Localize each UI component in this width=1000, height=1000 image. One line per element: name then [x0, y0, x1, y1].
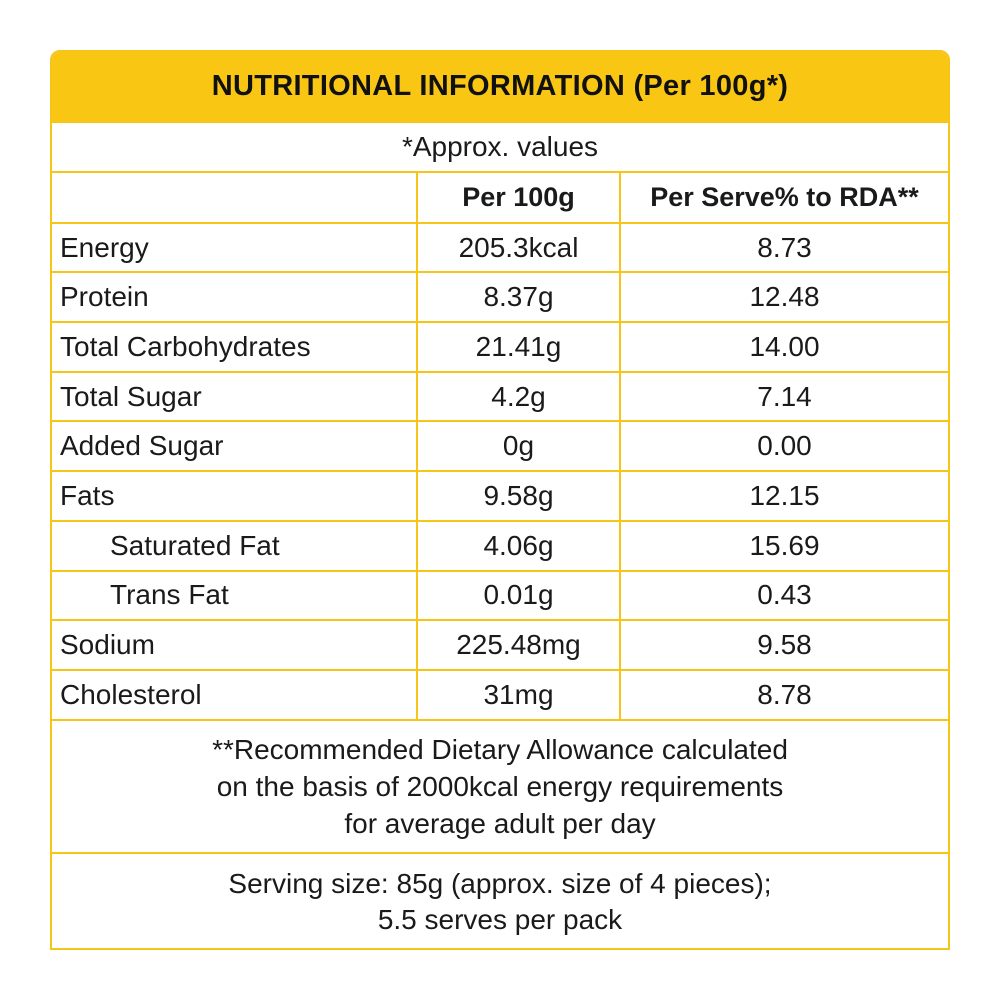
nutrient-name: Protein: [52, 272, 417, 324]
table-row: Protein 8.37g 12.48: [52, 272, 948, 324]
serving-size-line: Serving size: 85g (approx. size of 4 pie…: [228, 867, 772, 899]
rda-value: 12.48: [619, 272, 948, 324]
per-100g-value: 225.48mg: [416, 620, 620, 671]
per-100g-value: 0g: [416, 421, 620, 473]
footnote-line: on the basis of 2000kcal energy requirem…: [216, 770, 784, 802]
nutrient-name: Trans Fat: [52, 570, 417, 622]
rda-value: 8.78: [619, 669, 948, 721]
rda-value: 7.14: [619, 371, 948, 423]
nutrient-name: Saturated Fat: [52, 520, 417, 572]
table-row: Trans Fat 0.01g 0.43: [52, 570, 948, 622]
per-100g-value: 4.2g: [416, 371, 620, 423]
rda-value: 0.43: [619, 570, 948, 622]
table-row: Fats 9.58g 12.15: [52, 471, 948, 522]
per-100g-value: 0.01g: [416, 570, 620, 622]
nutrient-name: Total Carbohydrates: [52, 322, 417, 373]
panel-title: NUTRITIONAL INFORMATION (Per 100g*): [52, 52, 948, 123]
footnote-line: for average adult per day: [344, 807, 656, 839]
table-row: Total Sugar 4.2g 7.14: [52, 371, 948, 423]
header-per-100g: Per 100g: [416, 173, 620, 224]
nutrient-name: Energy: [52, 222, 417, 274]
table-row: Saturated Fat 4.06g 15.69: [52, 520, 948, 572]
rda-value: 15.69: [619, 520, 948, 572]
nutrient-name: Fats: [52, 471, 417, 522]
table-row: Sodium 225.48mg 9.58: [52, 620, 948, 671]
nutrient-name: Cholesterol: [52, 669, 417, 721]
approx-values-note: *Approx. values: [52, 123, 948, 173]
header-per-serve-rda: Per Serve% to RDA**: [619, 173, 948, 224]
rda-value: 12.15: [619, 471, 948, 522]
serving-info: Serving size: 85g (approx. size of 4 pie…: [52, 854, 948, 948]
table-header-row: Per 100g Per Serve% to RDA**: [52, 173, 948, 224]
serves-per-pack-line: 5.5 serves per pack: [377, 903, 623, 935]
per-100g-value: 4.06g: [416, 520, 620, 572]
footnote-line: **Recommended Dietary Allowance calculat…: [212, 733, 788, 765]
per-100g-value: 21.41g: [416, 322, 620, 373]
rda-value: 9.58: [619, 620, 948, 671]
header-nutrient: [52, 173, 417, 224]
rda-footnote: **Recommended Dietary Allowance calculat…: [52, 721, 948, 854]
rda-value: 14.00: [619, 322, 948, 373]
per-100g-value: 205.3kcal: [416, 222, 620, 274]
nutrition-panel: NUTRITIONAL INFORMATION (Per 100g*) *App…: [50, 50, 950, 950]
per-100g-value: 31mg: [416, 669, 620, 721]
per-100g-value: 8.37g: [416, 272, 620, 324]
nutrition-table: Per 100g Per Serve% to RDA** Energy 205.…: [52, 173, 948, 721]
rda-value: 0.00: [619, 421, 948, 473]
rda-value: 8.73: [619, 222, 948, 274]
nutrient-name: Sodium: [52, 620, 417, 671]
table-row: Energy 205.3kcal 8.73: [52, 222, 948, 274]
per-100g-value: 9.58g: [416, 471, 620, 522]
table-row: Total Carbohydrates 21.41g 14.00: [52, 322, 948, 373]
nutrient-name: Added Sugar: [52, 421, 417, 473]
nutrient-name: Total Sugar: [52, 371, 417, 423]
table-row: Added Sugar 0g 0.00: [52, 421, 948, 473]
table-row: Cholesterol 31mg 8.78: [52, 669, 948, 721]
